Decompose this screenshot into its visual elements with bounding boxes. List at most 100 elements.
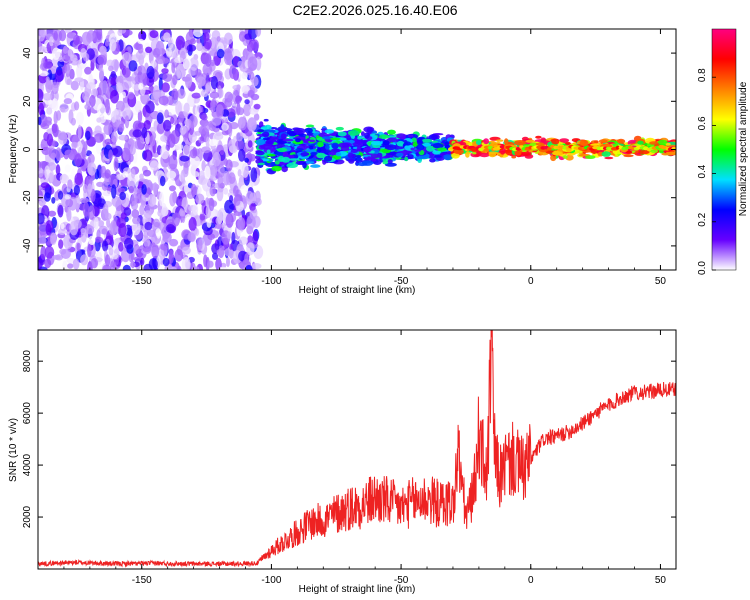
heatmap-cell xyxy=(504,138,509,145)
heatmap-cell xyxy=(38,167,44,178)
heatmap-cell xyxy=(151,244,160,259)
heatmap-cell xyxy=(347,152,354,159)
heatmap-cell xyxy=(132,129,143,138)
heatmap-cell xyxy=(76,242,81,252)
heatmap-cell xyxy=(382,160,389,165)
heatmap-cell xyxy=(396,133,406,139)
heatmap-cell xyxy=(148,49,154,64)
heatmap-cell xyxy=(178,111,185,123)
heatmap-cell xyxy=(168,154,178,170)
heatmap-cell xyxy=(330,137,341,141)
heatmap-cell xyxy=(195,228,200,236)
heatmap-cell xyxy=(80,254,89,266)
colorbar-tick-label: 0.8 xyxy=(697,68,708,82)
heatmap-cell xyxy=(244,157,249,163)
heatmap-cell xyxy=(144,221,153,231)
heatmap-cell xyxy=(210,76,218,90)
heatmap-cell xyxy=(253,103,261,110)
heatmap-cell xyxy=(205,136,210,149)
heatmap-cell xyxy=(226,52,234,66)
heatmap-cell xyxy=(330,148,341,153)
heatmap-cell xyxy=(148,258,158,270)
heatmap-cell xyxy=(118,223,127,238)
heatmap-cell xyxy=(177,88,186,99)
heatmap-cell xyxy=(270,162,277,167)
heatmap-cell xyxy=(625,150,633,154)
heatmap-cell xyxy=(57,204,64,218)
colorbar-label: Normalized spectral amplitude xyxy=(738,81,749,216)
heatmap-cell xyxy=(223,170,230,186)
heatmap-cell xyxy=(87,162,97,176)
heatmap-cell xyxy=(135,50,146,60)
heatmap-cell xyxy=(247,140,253,148)
snr-ticks: -150 -100 -50 0 50 2000 4000 6000 8000 xyxy=(22,330,676,586)
heatmap-cell xyxy=(66,207,72,222)
heatmap-cell xyxy=(237,107,245,116)
heatmap-cell xyxy=(87,183,93,194)
heatmap-cell xyxy=(110,253,119,260)
heatmap-cell xyxy=(309,139,316,143)
heatmap-cell xyxy=(138,82,144,90)
heatmap-cell xyxy=(216,36,221,42)
heatmap-cell xyxy=(118,242,124,252)
heatmap-cell xyxy=(204,165,211,180)
heatmap-cell xyxy=(58,228,67,235)
heatmap-cell xyxy=(87,243,92,258)
heatmap-cell xyxy=(47,162,57,171)
heatmap-cell xyxy=(96,117,102,123)
colorbar-ticks: 0.0 0.2 0.4 0.6 0.8 xyxy=(697,68,716,275)
heatmap-cell xyxy=(535,135,542,139)
heatmap-cell xyxy=(288,158,300,161)
colorbar-scale xyxy=(711,28,737,271)
heatmap-cell xyxy=(224,91,234,103)
heatmap-cell xyxy=(49,36,54,47)
heatmap-cell xyxy=(172,74,178,86)
heatmap-cell xyxy=(216,48,225,59)
heatmap-cell xyxy=(286,162,299,168)
heatmap-cell xyxy=(111,143,117,149)
heatmap-cell xyxy=(241,72,248,80)
heatmap-cell xyxy=(201,160,206,172)
heatmap-cell xyxy=(57,190,64,200)
heatmap-cell xyxy=(169,192,176,207)
heatmap-cell xyxy=(69,221,79,236)
heatmap-cell xyxy=(166,47,172,57)
heatmap-cell xyxy=(237,169,242,177)
heatmap-cell xyxy=(225,213,234,228)
heatmap-cell xyxy=(246,152,252,159)
heatmap-cell xyxy=(550,154,557,162)
heatmap-cell xyxy=(187,232,196,242)
heatmap-cell xyxy=(38,257,43,270)
heatmap-cell xyxy=(55,164,61,176)
heatmap-cell xyxy=(347,130,360,136)
heatmap-cell xyxy=(585,155,596,160)
heatmap-cell xyxy=(396,140,405,147)
heatmap-cell xyxy=(594,140,599,144)
heatmap-cell xyxy=(255,139,266,146)
heatmap-cell xyxy=(67,179,73,190)
heatmap-cell xyxy=(202,63,213,76)
heatmap-cell xyxy=(166,170,177,180)
heatmap-cell xyxy=(103,123,113,136)
heatmap-cell xyxy=(137,109,143,124)
heatmap-cell xyxy=(122,264,131,270)
heatmap-cell xyxy=(386,137,398,143)
heatmap-cell xyxy=(94,133,104,143)
heatmap-cell xyxy=(229,243,234,250)
heatmap-cell xyxy=(213,223,224,230)
heatmap-cell xyxy=(51,254,61,260)
heatmap-cell xyxy=(221,130,230,136)
heatmap-cell xyxy=(162,257,170,267)
heatmap-cell xyxy=(179,47,187,61)
heatmap-cell xyxy=(76,111,84,126)
heatmap-cell xyxy=(162,232,172,243)
heatmap-cell xyxy=(141,184,147,195)
spectrogram-x-tick-label: 50 xyxy=(655,276,667,287)
heatmap-cell xyxy=(149,126,157,133)
heatmap-cell xyxy=(129,261,136,268)
heatmap-cell xyxy=(495,139,504,142)
heatmap-cell xyxy=(246,242,255,256)
heatmap-cell xyxy=(244,99,250,105)
heatmap-cell xyxy=(96,29,103,41)
heatmap-cell xyxy=(224,199,234,214)
